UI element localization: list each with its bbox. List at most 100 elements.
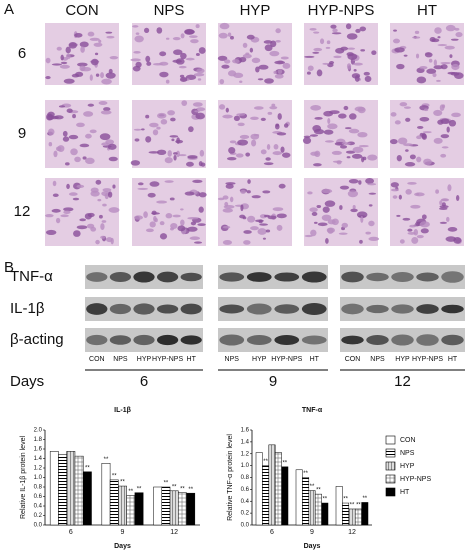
cell [98, 101, 108, 106]
band [133, 334, 155, 346]
cell [51, 63, 62, 66]
cell [257, 78, 264, 81]
cell [101, 142, 110, 146]
cell [63, 210, 71, 214]
cell [434, 27, 442, 34]
band [109, 303, 132, 315]
cell [405, 117, 411, 122]
cell [269, 105, 278, 110]
bar [354, 508, 362, 526]
cell [87, 31, 95, 37]
band [301, 271, 327, 283]
cell [198, 206, 204, 213]
cell [403, 54, 408, 57]
cell [76, 225, 88, 230]
cell [448, 119, 457, 127]
cell [250, 116, 259, 120]
cell [94, 52, 99, 56]
x-axis-label: Days [304, 543, 321, 550]
cell [407, 228, 413, 232]
cell [217, 197, 225, 201]
cell [311, 211, 318, 217]
cell [101, 78, 112, 85]
x-tick-label: 6 [270, 529, 274, 536]
cell [354, 75, 360, 82]
cell [332, 28, 338, 33]
x-tick-label: 12 [170, 529, 178, 536]
cell [275, 123, 280, 130]
cell [313, 221, 318, 224]
cell [399, 102, 408, 107]
column-label: NPS [154, 2, 185, 19]
cell [405, 189, 412, 195]
cell [169, 135, 179, 138]
cell [325, 237, 329, 244]
cell [433, 109, 443, 116]
cell [233, 115, 240, 122]
cell [225, 183, 234, 189]
cell [221, 64, 230, 69]
cell [222, 240, 233, 245]
cell [159, 233, 168, 240]
cell [146, 61, 152, 66]
cell [237, 139, 249, 146]
cell [445, 236, 457, 242]
significance-mark: ** [350, 503, 355, 509]
cell [255, 66, 260, 73]
cell [101, 190, 111, 197]
cell [194, 110, 200, 113]
cell [313, 128, 325, 135]
cell [329, 61, 335, 65]
x-tick-label: 6 [69, 529, 73, 536]
lane-label: HT [187, 356, 197, 363]
cell [239, 214, 246, 219]
cell [85, 133, 92, 139]
cell [349, 113, 357, 120]
cell [439, 205, 449, 209]
cell [107, 143, 117, 150]
cell [303, 135, 311, 139]
cell [172, 59, 182, 63]
bar [268, 444, 276, 526]
cell [437, 119, 444, 125]
cell [394, 47, 405, 53]
cell [100, 110, 112, 115]
cell [312, 51, 320, 54]
cell [219, 79, 225, 85]
cell [450, 72, 460, 76]
chart-title: TNF-α [302, 407, 323, 414]
cell [55, 217, 61, 224]
cell [108, 191, 113, 198]
cell [235, 153, 244, 158]
cell [345, 150, 356, 154]
x-axis-label: Days [114, 543, 131, 550]
cell [229, 140, 237, 144]
cell [422, 131, 432, 134]
lane-label: NPS [113, 356, 128, 363]
lane-label: CON [89, 356, 105, 363]
y-tick-label: 0.4 [34, 504, 43, 510]
cell [365, 177, 375, 185]
cell [236, 113, 246, 116]
band [441, 271, 464, 283]
cell [450, 38, 459, 41]
cell [438, 207, 448, 211]
cell [409, 224, 417, 228]
cell [262, 237, 266, 240]
y-tick-label: 0.8 [34, 485, 43, 491]
cell [154, 218, 158, 223]
cell [134, 35, 144, 43]
cell [410, 204, 421, 209]
cell [263, 162, 274, 166]
significance-mark: ** [322, 497, 327, 503]
cell [227, 32, 232, 37]
cell [51, 208, 61, 213]
cell [316, 69, 323, 77]
cell [137, 182, 144, 186]
y-axis-label: Relative TNF-α protein level [227, 434, 234, 521]
cell [156, 200, 168, 204]
cell [249, 47, 254, 53]
cell [149, 122, 159, 128]
cell [419, 221, 430, 228]
lane-label: HYP-NPS [152, 356, 183, 363]
